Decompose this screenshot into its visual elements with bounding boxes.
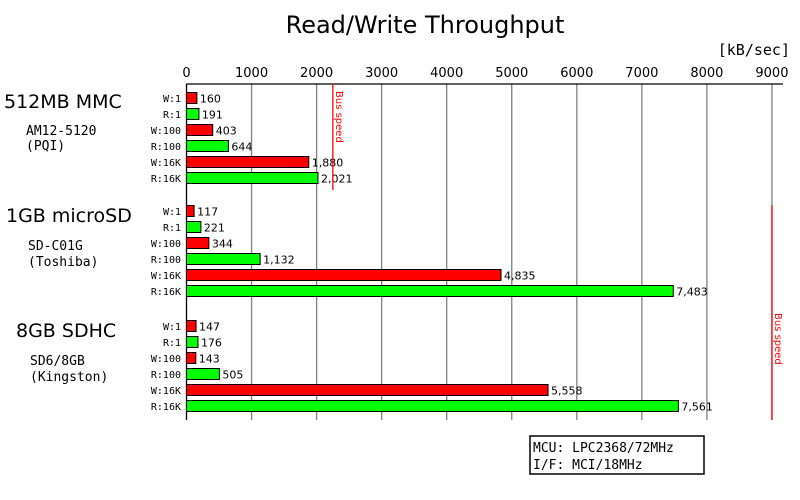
bar-read <box>186 172 319 184</box>
bar-read <box>186 400 679 412</box>
x-tick-label: 5000 <box>495 66 528 81</box>
bar-write <box>186 237 210 249</box>
data-label: 147 <box>199 321 220 334</box>
bar-read <box>186 368 220 380</box>
x-tick-label: 2000 <box>300 66 333 81</box>
data-label: 644 <box>231 141 252 154</box>
data-label: 1,880 <box>312 157 344 170</box>
bar-read <box>186 336 199 348</box>
bars: 512MB MMC AM12-5120(PQI) W:1 160 R:1 191 W:100… <box>4 84 783 420</box>
x-tick-label: 1000 <box>235 66 268 81</box>
data-label: 2,021 <box>321 173 353 186</box>
x-tick-label: 9000 <box>755 66 788 81</box>
data-label: 505 <box>222 369 243 382</box>
x-tick-label: 6000 <box>560 66 593 81</box>
chart-title: Read/Write Throughput <box>286 11 565 39</box>
x-tick-label: 8000 <box>690 66 723 81</box>
note-line-mcu: MCU: LPC2368/72MHz <box>533 441 674 456</box>
bus-speed-label-mmc: Bus speed <box>333 91 344 143</box>
group-model: SD-C01G <box>28 239 83 254</box>
bar-label: R:100 <box>151 255 181 266</box>
x-axis: 0 1000 2000 3000 4000 5000 6000 7000 8000 9000 <box>182 66 788 420</box>
group-vendor: (PQI) <box>26 139 65 154</box>
data-label: 160 <box>200 93 221 106</box>
bar-label: W:16K <box>151 271 181 282</box>
bar-label: W:16K <box>151 158 181 169</box>
bar-label: R:16K <box>151 402 181 413</box>
group-name: 8GB SDHC <box>16 320 116 342</box>
bar-write <box>186 92 198 104</box>
data-label: 4,835 <box>504 270 535 283</box>
bar-label: W:1 <box>163 94 181 105</box>
group-model: SD6/8GB <box>30 354 85 369</box>
x-tick-label: 3000 <box>365 66 398 81</box>
group-model: AM12-5120 <box>26 124 96 139</box>
note-line-if: I/F: MCI/18MHz <box>533 458 643 473</box>
bar-label: R:100 <box>151 370 181 381</box>
data-label: 191 <box>202 109 223 122</box>
bar-read <box>186 285 674 297</box>
x-tick-label: 0 <box>182 66 190 81</box>
note-frame <box>529 435 705 475</box>
bar-write <box>186 156 310 168</box>
group-vendor: (Kingston) <box>30 370 108 385</box>
bar-label: W:100 <box>151 126 181 137</box>
bar-write <box>186 269 502 281</box>
bar-write <box>186 205 195 217</box>
bar-write <box>186 124 214 136</box>
bar-label: R:100 <box>151 142 181 153</box>
data-label: 7,483 <box>676 286 708 299</box>
data-label: 403 <box>216 125 237 138</box>
bus-speed-label-sd: Bus speed <box>772 313 783 365</box>
bar-write <box>186 384 549 396</box>
bar-read <box>186 140 229 152</box>
data-label: 143 <box>199 353 220 366</box>
data-label: 117 <box>197 206 218 219</box>
x-tick-label: 7000 <box>625 66 658 81</box>
data-label: 7,561 <box>681 401 713 414</box>
bar-write <box>186 320 197 332</box>
x-tick-label: 4000 <box>430 66 463 81</box>
data-label: 5,558 <box>551 385 583 398</box>
bar-label: R:1 <box>163 338 181 349</box>
bar-read <box>186 221 202 233</box>
group-name: 512MB MMC <box>4 91 122 113</box>
bar-label: R:1 <box>163 110 181 121</box>
data-label: 344 <box>212 238 233 251</box>
bar-label: W:16K <box>151 386 181 397</box>
group-vendor: (Toshiba) <box>28 255 98 270</box>
note-box: MCU: LPC2368/72MHz I/F: MCI/18MHz <box>529 435 705 475</box>
bar-label: R:16K <box>151 287 181 298</box>
group-name: 1GB microSD <box>6 205 132 227</box>
bar-write <box>186 352 197 364</box>
data-label: 176 <box>201 337 222 350</box>
bar-read <box>186 108 200 120</box>
bar-label: W:1 <box>163 207 181 218</box>
unit-label: [kB/sec] <box>718 41 790 59</box>
bar-label: W:100 <box>151 239 181 250</box>
bar-label: W:1 <box>163 322 181 333</box>
bar-label: W:100 <box>151 354 181 365</box>
bar-label: R:1 <box>163 223 181 234</box>
data-label: 221 <box>204 222 225 235</box>
bar-read <box>186 253 261 265</box>
bar-label: R:16K <box>151 174 181 185</box>
data-label: 1,132 <box>263 254 295 267</box>
